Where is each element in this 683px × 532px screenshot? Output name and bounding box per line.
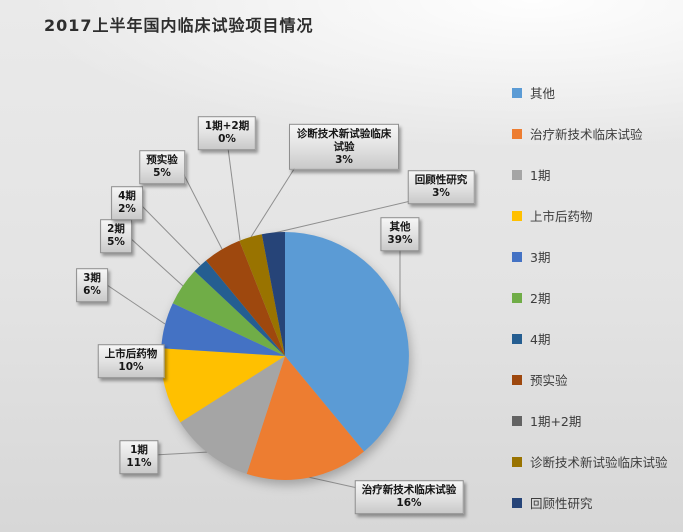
legend-item: 1期+2期: [512, 400, 668, 441]
data-label: 治疗新技术临床试验 16%: [354, 480, 464, 514]
data-label-line: 10%: [118, 361, 144, 373]
leader-line: [227, 147, 241, 241]
data-label-line: 39%: [387, 234, 413, 246]
legend-marker: [512, 456, 522, 467]
legend-item: 2期: [512, 277, 668, 318]
legend-label: 上市后药物: [530, 209, 593, 224]
pie-slice-5: [161, 303, 285, 356]
legend-item: 4期: [512, 318, 668, 359]
legend-marker: [512, 415, 522, 426]
data-label-line: 预实验: [146, 154, 178, 167]
data-label-line: 6%: [83, 285, 101, 297]
pie-slice-8: [206, 240, 285, 356]
legend-item: 预实验: [512, 359, 668, 400]
data-label-line: 4期: [118, 190, 136, 203]
legend-marker: [512, 169, 522, 180]
data-label-line: 2期: [107, 223, 125, 236]
leader-line: [139, 203, 201, 266]
pie-slice-7: [194, 260, 285, 356]
data-label-line: 5%: [107, 236, 125, 248]
data-label-line: 5%: [153, 167, 171, 179]
data-label: 4期 2%: [111, 186, 143, 220]
data-label-line: 1期: [130, 444, 148, 457]
legend-label: 诊断技术新试验临床试验: [530, 455, 668, 470]
leader-line: [250, 165, 297, 238]
data-label: 1期 11%: [119, 440, 159, 474]
leader-line: [307, 476, 363, 490]
legend-marker: [512, 374, 522, 385]
legend-marker: [512, 497, 522, 508]
legend-marker: [512, 128, 522, 139]
leader-line: [182, 172, 223, 250]
pie-slice-10: [239, 234, 285, 356]
data-label: 3期 6%: [76, 268, 108, 302]
legend-item: 回顾性研究: [512, 482, 668, 523]
legend-marker: [512, 333, 522, 344]
data-label-line: 1期+2期: [204, 120, 250, 133]
legend-label: 3期: [530, 250, 551, 265]
data-label-line: 诊断技术新试验临床试验: [296, 127, 392, 153]
data-label-line: 其他: [389, 221, 411, 234]
legend-label: 4期: [530, 332, 551, 347]
legend-marker: [512, 210, 522, 221]
legend-item: 治疗新技术临床试验: [512, 113, 668, 154]
data-label-line: 16%: [396, 497, 422, 509]
data-label: 回顾性研究 3%: [407, 170, 475, 204]
pie-slice-11: [261, 232, 285, 356]
data-label: 预实验 5%: [139, 150, 185, 184]
leader-line: [273, 199, 416, 234]
legend-marker: [512, 87, 522, 98]
data-label-line: 0%: [218, 133, 236, 145]
pie-slice-1: [285, 232, 409, 452]
legend-label: 2期: [530, 291, 551, 306]
pie-slice-6: [172, 271, 285, 356]
legend-item: 3期: [512, 236, 668, 277]
legend: 其他治疗新技术临床试验 1期上市后药物 3期 2期 4期预实验 1期+2期诊断技术新试验临…: [512, 72, 668, 523]
legend-label: 1期+2期: [530, 414, 582, 429]
data-label: 2期 5%: [100, 219, 132, 253]
legend-item: 上市后药物: [512, 195, 668, 236]
legend-label: 1期: [530, 168, 551, 183]
legend-item: 其他: [512, 72, 668, 113]
data-label: 1期+2期 0%: [197, 116, 257, 150]
data-label-line: 11%: [126, 457, 152, 469]
legend-label: 其他: [530, 86, 556, 101]
legend-marker: [512, 292, 522, 303]
data-label-line: 2%: [118, 203, 136, 215]
pie-slices: [160, 232, 409, 480]
legend-label: 预实验: [530, 373, 568, 388]
data-label-line: 3%: [335, 153, 353, 166]
legend-marker: [512, 251, 522, 262]
legend-item: 诊断技术新试验临床试验: [512, 441, 668, 482]
chart-title: 2017上半年国内临床试验项目情况: [44, 16, 314, 35]
pie-slice-3: [180, 356, 285, 474]
leader-line: [106, 284, 166, 325]
data-label-line: 治疗新技术临床试验: [361, 484, 457, 497]
leader-line: [153, 451, 210, 456]
data-label: 诊断技术新试验临床试验 3%: [289, 123, 399, 171]
data-label: 其他 39%: [380, 217, 420, 251]
data-label: 上市后药物 10%: [97, 344, 165, 378]
data-label-line: 上市后药物: [104, 348, 158, 361]
data-label-line: 3期: [83, 272, 101, 285]
leader-line: [128, 236, 184, 287]
data-label-line: 3%: [432, 187, 450, 199]
data-label-line: 回顾性研究: [414, 174, 468, 187]
legend-label: 治疗新技术临床试验: [530, 127, 643, 142]
legend-item: 1期: [512, 154, 668, 195]
legend-label: 回顾性研究: [530, 496, 593, 511]
pie-slice-2: [246, 356, 364, 480]
pie-slice-4: [160, 348, 285, 423]
